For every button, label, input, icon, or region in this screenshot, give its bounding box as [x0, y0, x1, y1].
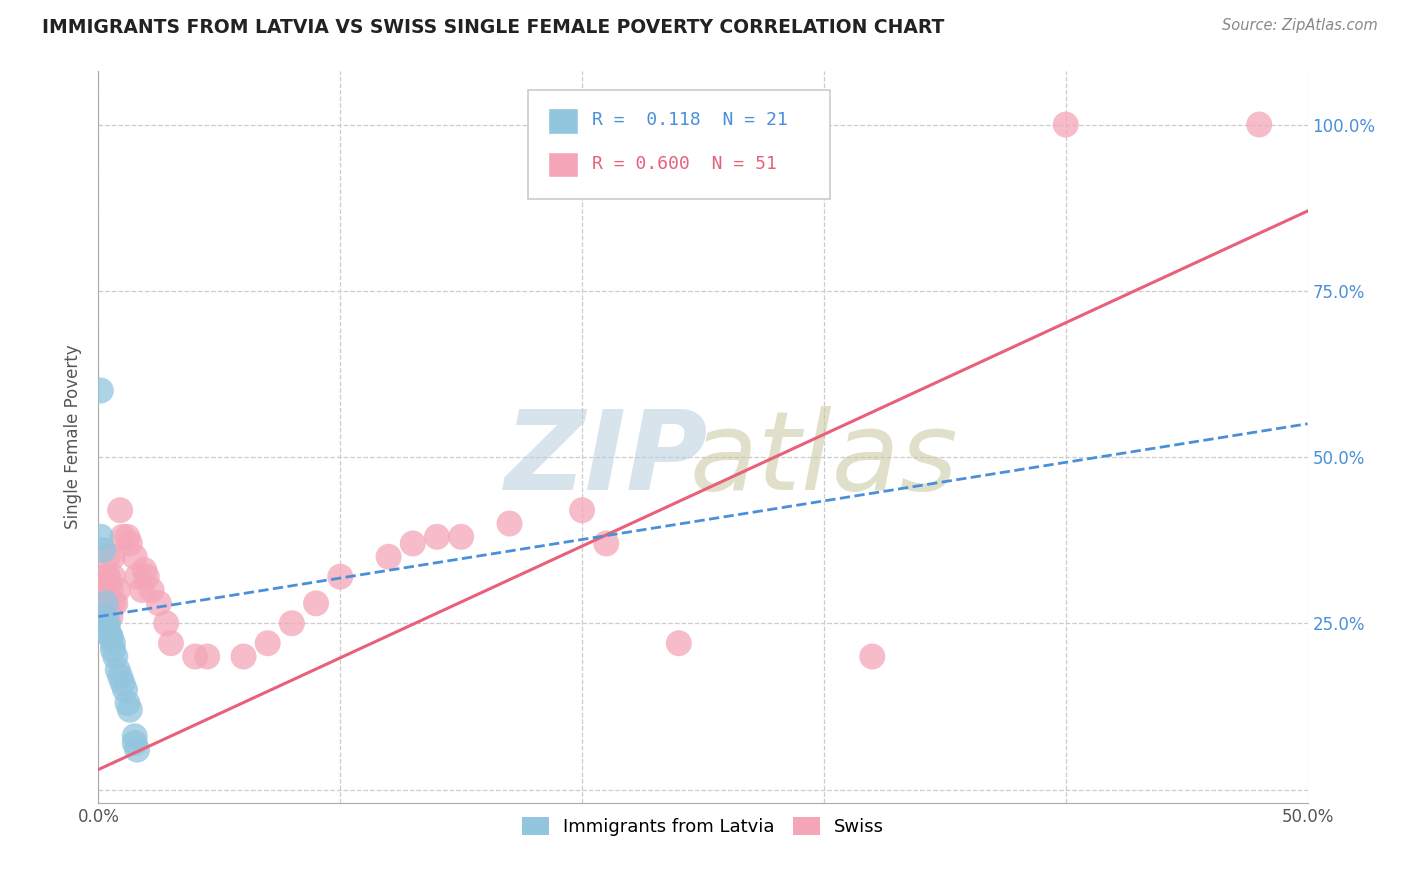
Point	[100, 630, 122, 644]
Point	[108, 503, 131, 517]
Point	[108, 669, 131, 683]
Point	[117, 696, 139, 710]
Point	[91, 543, 114, 558]
Point	[107, 663, 129, 677]
Point	[97, 623, 120, 637]
Point	[90, 609, 112, 624]
FancyBboxPatch shape	[548, 152, 578, 178]
Point	[94, 609, 117, 624]
Point	[860, 649, 883, 664]
Point	[450, 530, 472, 544]
Point	[281, 616, 304, 631]
Point	[114, 682, 136, 697]
Point	[131, 582, 153, 597]
Point	[101, 636, 124, 650]
Point	[111, 676, 134, 690]
Point	[377, 549, 399, 564]
Text: Source: ZipAtlas.com: Source: ZipAtlas.com	[1222, 18, 1378, 33]
Point	[101, 570, 124, 584]
Point	[91, 603, 114, 617]
Point	[97, 616, 120, 631]
FancyBboxPatch shape	[527, 90, 830, 200]
Point	[595, 536, 617, 550]
Point	[97, 549, 120, 564]
FancyBboxPatch shape	[548, 108, 578, 134]
Point	[94, 596, 117, 610]
Point	[305, 596, 328, 610]
Text: R = 0.600  N = 51: R = 0.600 N = 51	[592, 155, 776, 173]
Point	[141, 582, 163, 597]
Point	[124, 736, 146, 750]
Point	[117, 530, 139, 544]
Point	[94, 576, 117, 591]
Point	[127, 742, 149, 756]
Point	[101, 643, 124, 657]
Point	[571, 503, 593, 517]
Point	[329, 570, 352, 584]
Text: ZIP: ZIP	[505, 406, 709, 513]
Text: atlas: atlas	[689, 406, 959, 513]
Point	[100, 609, 122, 624]
Point	[402, 536, 425, 550]
Point	[118, 703, 141, 717]
Point	[90, 530, 112, 544]
Point	[160, 636, 183, 650]
Text: IMMIGRANTS FROM LATVIA VS SWISS SINGLE FEMALE POVERTY CORRELATION CHART: IMMIGRANTS FROM LATVIA VS SWISS SINGLE F…	[42, 18, 945, 37]
Point	[426, 530, 449, 544]
Point	[104, 649, 127, 664]
Point	[90, 384, 112, 398]
Legend: Immigrants from Latvia, Swiss: Immigrants from Latvia, Swiss	[513, 807, 893, 845]
Point	[127, 570, 149, 584]
Point	[100, 630, 122, 644]
Point	[97, 596, 120, 610]
Point	[232, 649, 254, 664]
Text: R =  0.118  N = 21: R = 0.118 N = 21	[592, 112, 787, 129]
Point	[184, 649, 207, 664]
Point	[101, 549, 124, 564]
Point	[104, 596, 127, 610]
Point	[90, 609, 112, 624]
Point	[135, 570, 157, 584]
Point	[97, 570, 120, 584]
Point	[91, 582, 114, 597]
Point	[498, 516, 520, 531]
Point	[91, 596, 114, 610]
Point	[118, 536, 141, 550]
Y-axis label: Single Female Poverty: Single Female Poverty	[65, 345, 83, 529]
Point	[90, 603, 112, 617]
Point	[94, 570, 117, 584]
Point	[155, 616, 177, 631]
Point	[94, 576, 117, 591]
Point	[100, 582, 122, 597]
Point	[107, 582, 129, 597]
Point	[124, 549, 146, 564]
Point	[148, 596, 170, 610]
Point	[1054, 118, 1077, 132]
Point	[91, 603, 114, 617]
Point	[134, 563, 156, 577]
Point	[124, 729, 146, 743]
Point	[1249, 118, 1271, 132]
Point	[256, 636, 278, 650]
Point	[101, 596, 124, 610]
Point	[111, 530, 134, 544]
Point	[668, 636, 690, 650]
Point	[195, 649, 218, 664]
